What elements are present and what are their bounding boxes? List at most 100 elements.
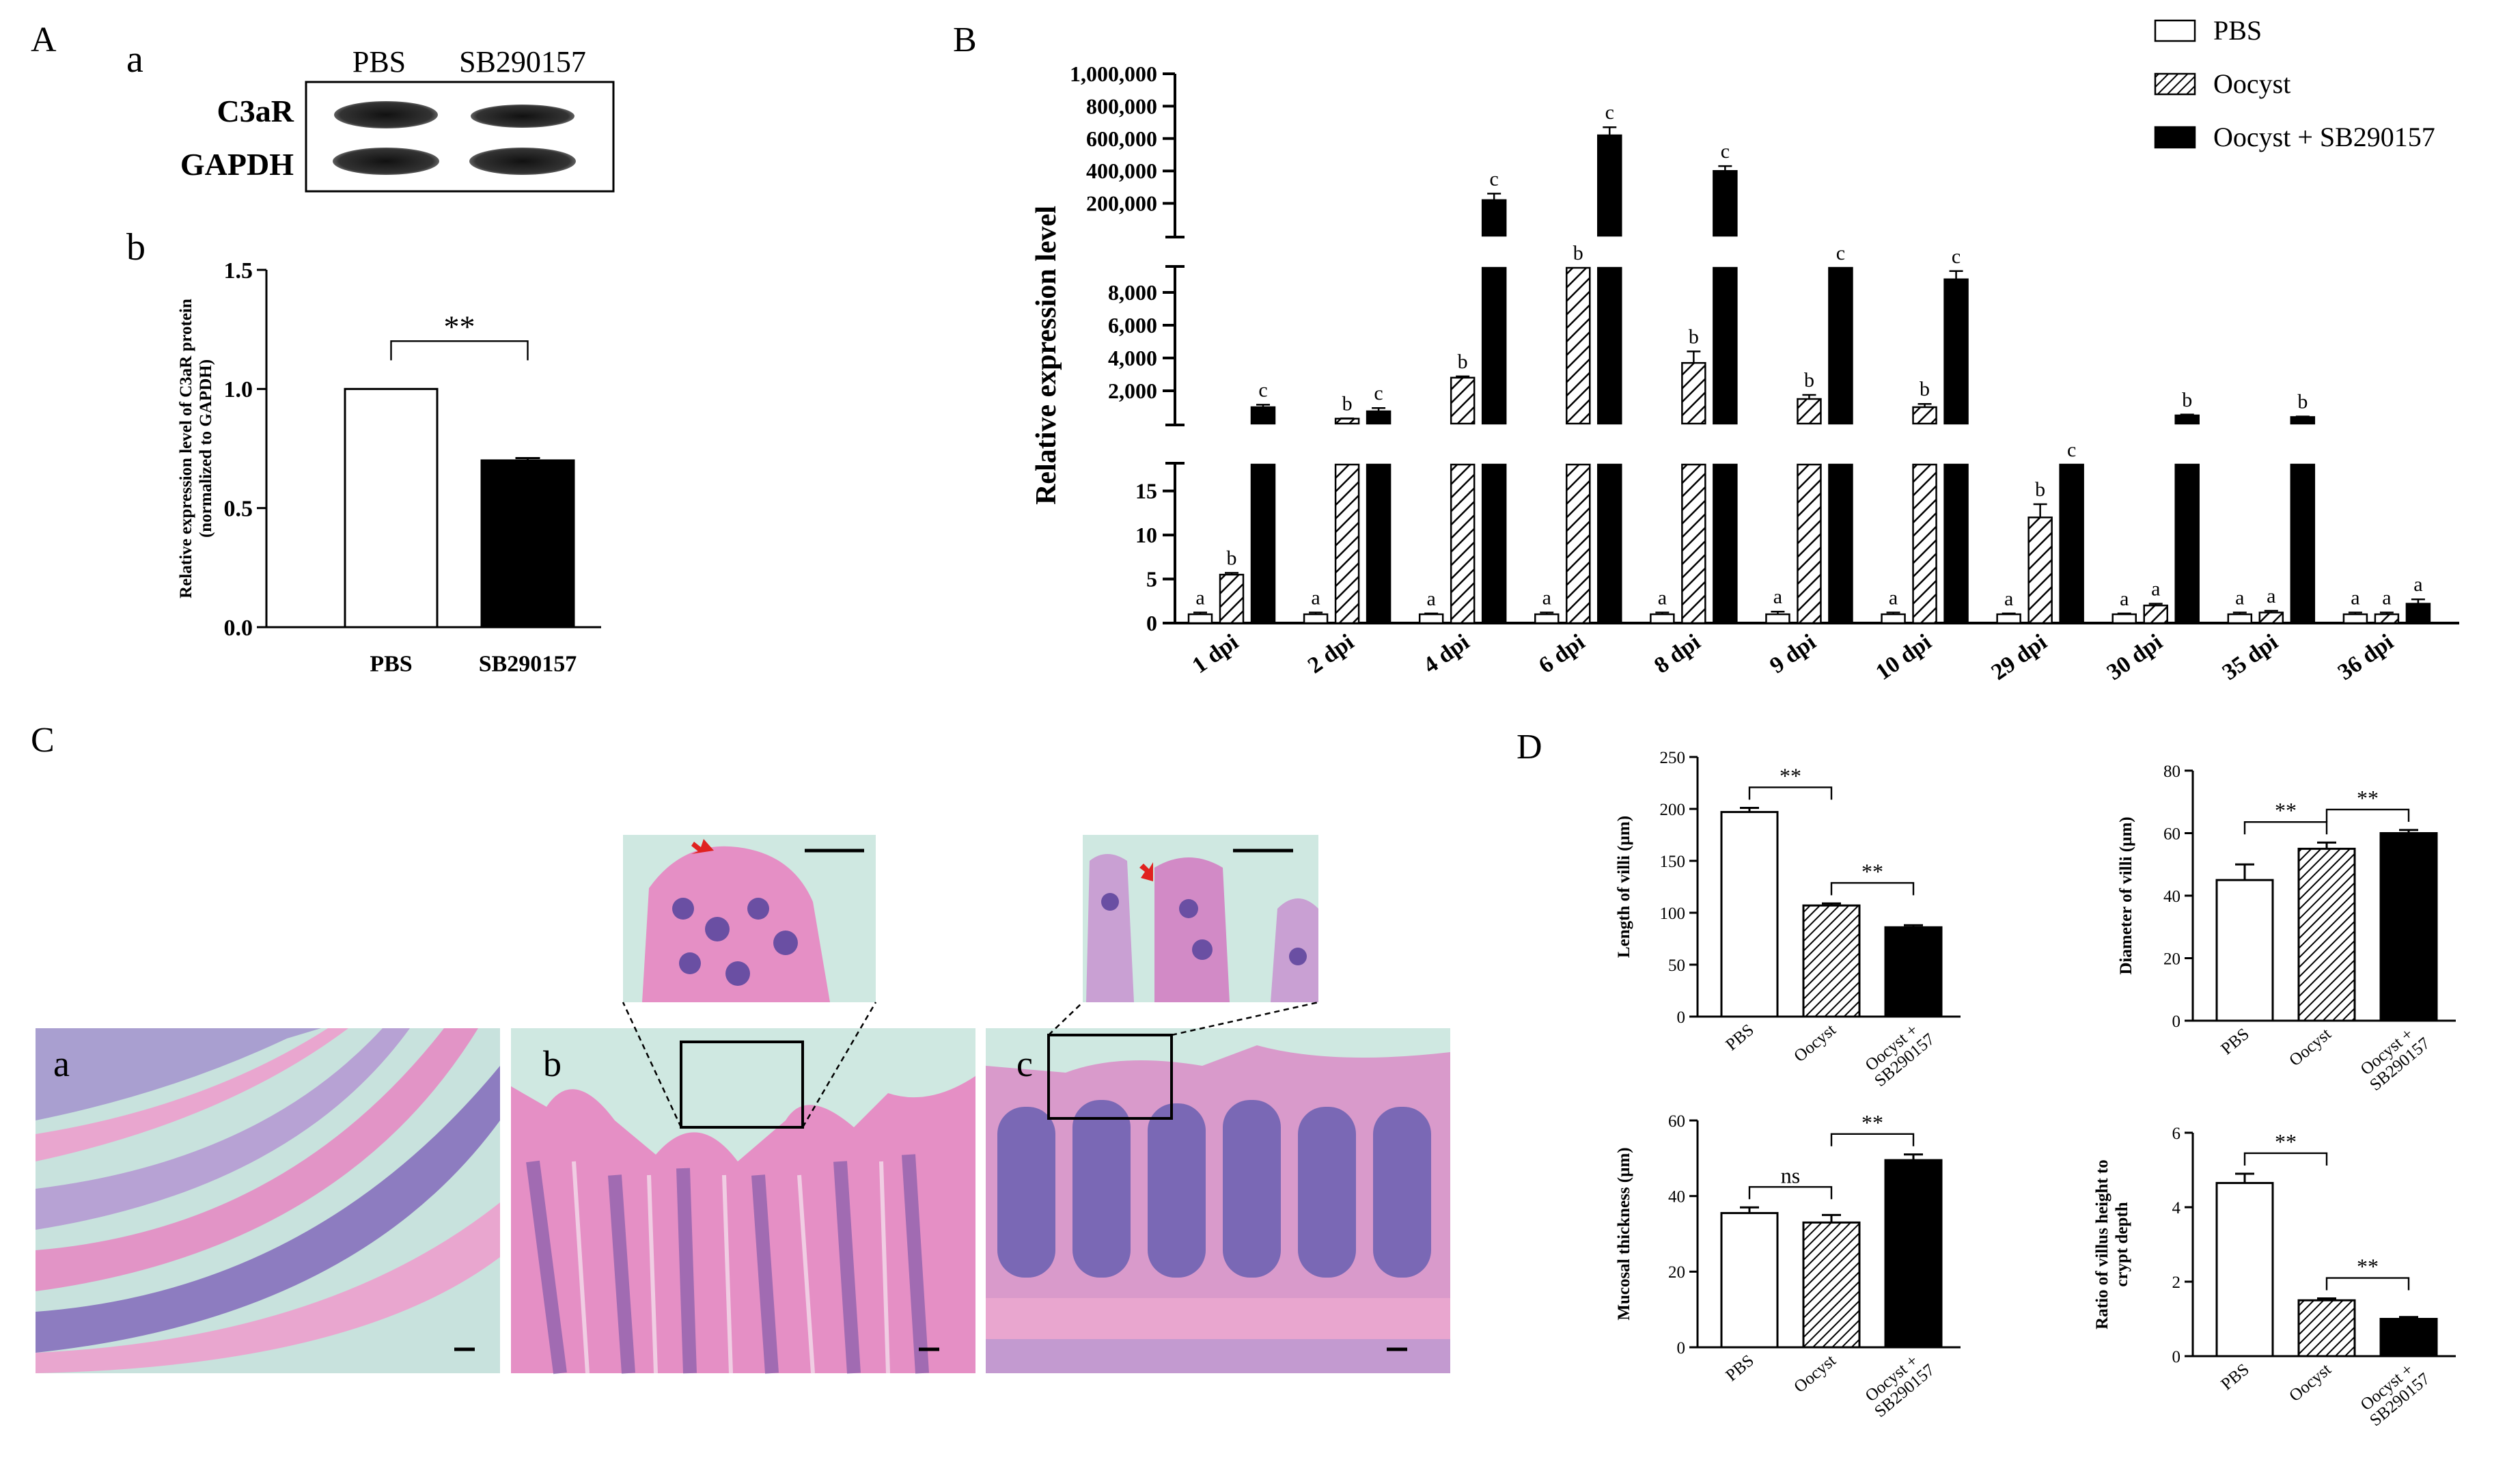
significance-letter: a (1542, 587, 1551, 609)
bar (1187, 613, 1213, 624)
bar (1303, 613, 1329, 624)
bar (1450, 463, 1476, 624)
bar (1828, 463, 1853, 624)
bar (1912, 406, 1937, 425)
bar (2215, 1182, 2274, 1358)
y-tick-label: 1.0 (224, 377, 253, 402)
y-axis-label: Diameter of villi (µm) (2117, 816, 2135, 974)
significance-letter: c (1490, 167, 1499, 190)
chart-villi-diameter: 0 20 40 60 80 PBS Oocyst Oocyst +SB290157 ** ** Di… (2117, 762, 2456, 1094)
bar (1943, 278, 1969, 425)
y-axis-label-line: (normalized to GAPDH) (197, 359, 215, 538)
y-axis-label-line: crypt depth (2113, 1202, 2131, 1286)
bar (2297, 847, 2356, 1022)
x-tick-label: 30 dpi (2103, 629, 2168, 685)
y-tick-label: 150 (1660, 853, 1686, 871)
y-axis-label: Length of villi (µm) (1615, 816, 1633, 958)
zoom-inset-b (622, 835, 877, 1128)
y-tick-label: 0 (1146, 611, 1157, 635)
y-axis-label-line: Length of villi (µm) (1615, 816, 1633, 958)
significance-letter: c (1836, 242, 1845, 264)
zoom-box-c (1047, 1034, 1173, 1120)
bar (1534, 613, 1560, 624)
y-tick-label: 600,000 (1086, 126, 1157, 151)
significance-letter: a (2235, 587, 2244, 609)
histology-label-c: c (1016, 1043, 1033, 1084)
bar (1366, 463, 1391, 624)
y-tick-label: 4 (2172, 1199, 2181, 1217)
bar (1720, 1212, 1779, 1349)
significance-bracket (2325, 1277, 2410, 1291)
x-tick-label: PBS (370, 652, 412, 677)
bar (2405, 603, 2431, 624)
y-tick-label: 10 (1135, 523, 1157, 547)
significance-letter: b (1689, 325, 1699, 348)
significance-letter: b (2297, 391, 2308, 413)
x-tick-label: Oocyst +SB290157 (2355, 1020, 2433, 1094)
bar (1481, 266, 1507, 425)
y-tick-label: 200 (1660, 801, 1686, 819)
significance-bracket (2325, 808, 2410, 822)
significance-letter: a (2382, 587, 2391, 609)
bar (2290, 416, 2316, 425)
significance-letter: a (1427, 588, 1436, 610)
western-blot: PBS SB290157 C3aR GAPDH (180, 45, 615, 193)
x-tick-label: Oocyst +SB290157 (1859, 1347, 1938, 1421)
bar (2297, 1299, 2356, 1358)
y-tick-label: 800,000 (1086, 94, 1157, 118)
y-tick-label: 15 (1135, 479, 1157, 504)
x-tick-label: 10 dpi (1871, 629, 1936, 685)
blot-band-c3ar-sb (471, 105, 574, 128)
bar (1765, 613, 1790, 624)
y-tick-label: 0 (2172, 1348, 2181, 1366)
significance-label: ** (1780, 763, 1801, 788)
bar (2258, 611, 2284, 624)
y-axis-label: Ratio of villus height tocrypt depth (2093, 1159, 2131, 1330)
y-tick-label: 1,000,000 (1070, 61, 1157, 86)
histology-label-b: b (543, 1043, 562, 1084)
bar (2215, 879, 2274, 1022)
blot-frame (305, 81, 615, 193)
bar (2174, 414, 2200, 425)
bar (2374, 613, 2400, 624)
y-tick-label: 200,000 (1086, 191, 1157, 216)
red-arrow-c (1139, 862, 1153, 881)
bar (1219, 573, 1245, 624)
significance-label: ** (2275, 798, 2297, 823)
bar (1797, 463, 1822, 624)
y-tick-label: 80 (2163, 762, 2180, 781)
y-tick-label: 60 (2163, 825, 2180, 843)
bar (1650, 613, 1675, 624)
y-tick-label: 40 (2163, 887, 2180, 906)
x-tick-label: 35 dpi (2218, 629, 2283, 685)
legend-label: PBS (2213, 15, 2262, 46)
significance-bracket (2243, 1152, 2328, 1166)
x-tick-label: 6 dpi (1534, 629, 1590, 678)
x-tick-label: 8 dpi (1650, 629, 1705, 678)
bar (1566, 463, 1591, 624)
chart-protein-expression: 0.0 0.5 1.0 1.5 PBS SB290157 ** Relative expres… (177, 258, 601, 677)
histology-image-c: c (986, 1028, 1450, 1373)
significance-letter: b (1573, 242, 1583, 264)
bar (2379, 832, 2438, 1022)
significance-bracket (1830, 882, 1915, 896)
y-axis-label: Mucosal thickness (µm) (1615, 1147, 1633, 1320)
significance-letter: b (1804, 369, 1814, 391)
y-tick-label: 50 (1668, 956, 1685, 975)
bar (1884, 1159, 1943, 1349)
bar (1597, 463, 1622, 624)
blot-column-pbs: PBS (352, 45, 406, 79)
bar (2379, 1318, 2438, 1358)
chart-villus-crypt-ratio: 0 2 4 6 PBS Oocyst Oocyst +SB290157 ** ** Ratio o… (2093, 1125, 2456, 1430)
chart-villi-length: 0 50 100 150 200 250 PBS Oocyst Oocyst +SB290157… (1615, 749, 1961, 1090)
blot-row-c3ar: C3aR (217, 94, 294, 128)
panel-label-C: C (31, 721, 55, 760)
blot-column-sb290157: SB290157 (459, 45, 586, 79)
significance-letter: a (1195, 587, 1204, 609)
bar (1366, 410, 1391, 425)
x-tick-label: PBS (2217, 1025, 2252, 1058)
zoom-inset-c (1048, 835, 1319, 1036)
x-tick-label: 4 dpi (1419, 629, 1474, 678)
x-tick-label: 9 dpi (1765, 629, 1820, 678)
